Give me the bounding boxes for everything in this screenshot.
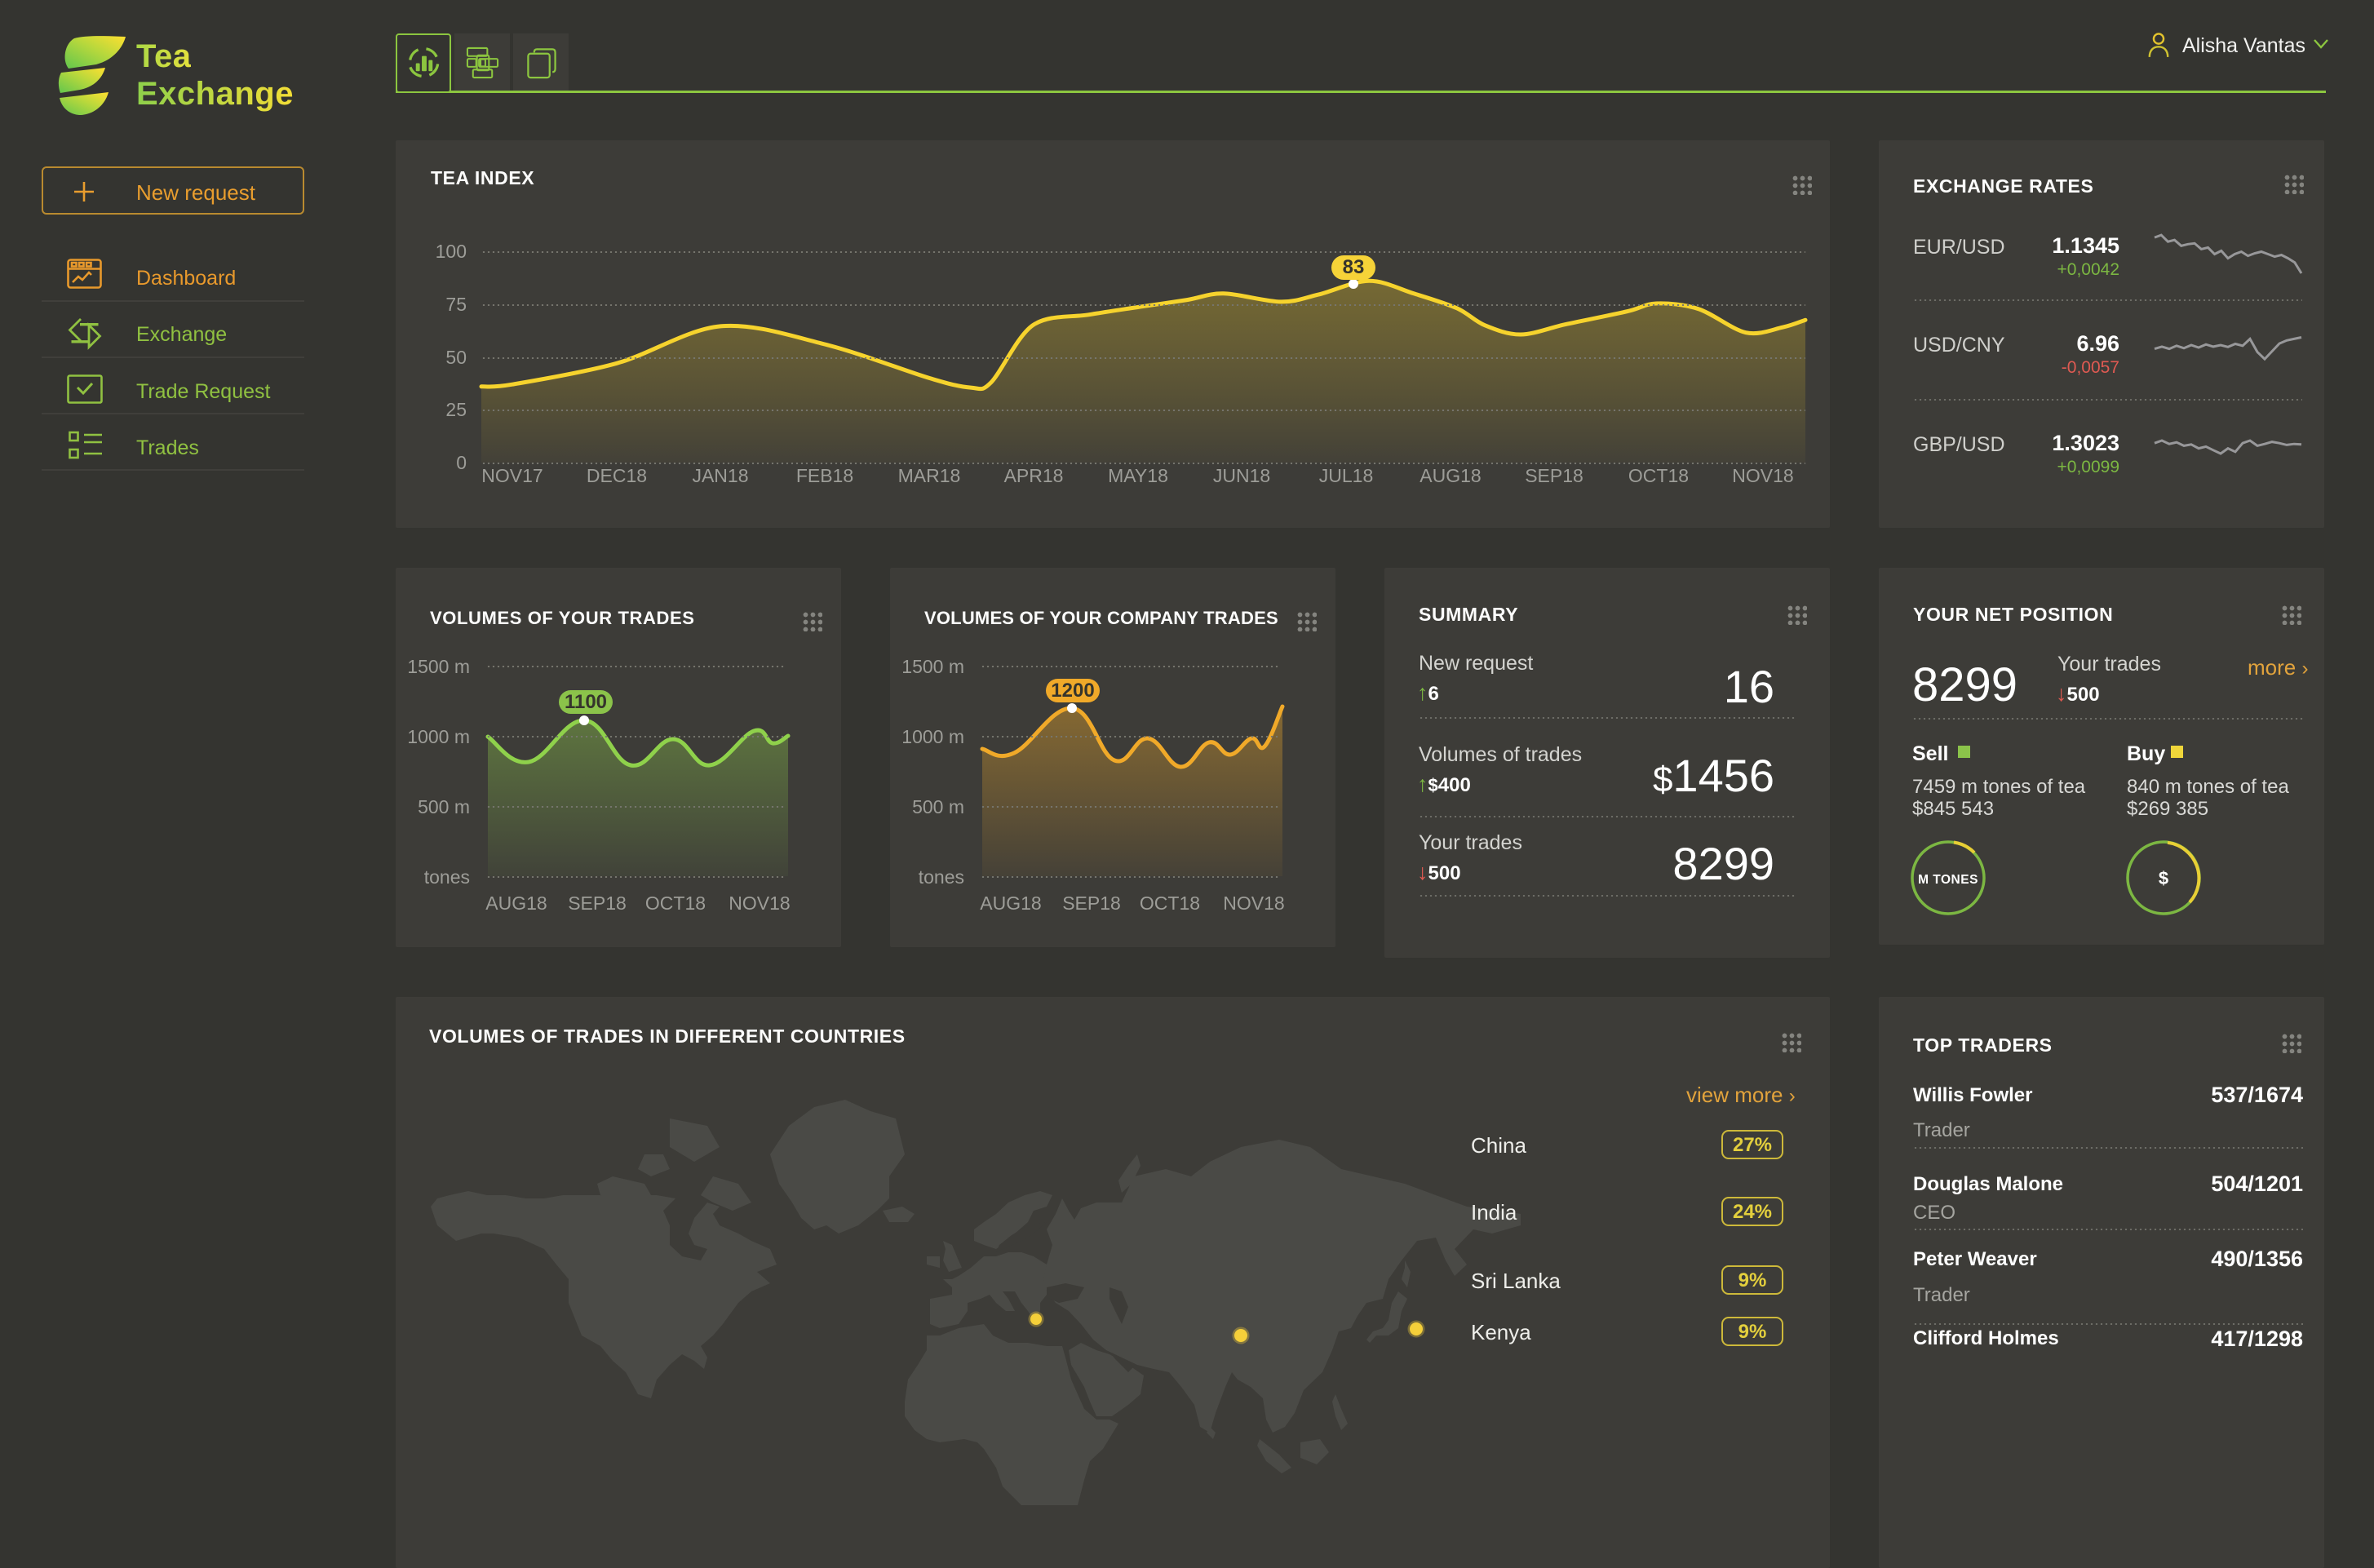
- svg-text:M TONES: M TONES: [1918, 873, 1978, 887]
- svg-text:$: $: [2159, 868, 2168, 888]
